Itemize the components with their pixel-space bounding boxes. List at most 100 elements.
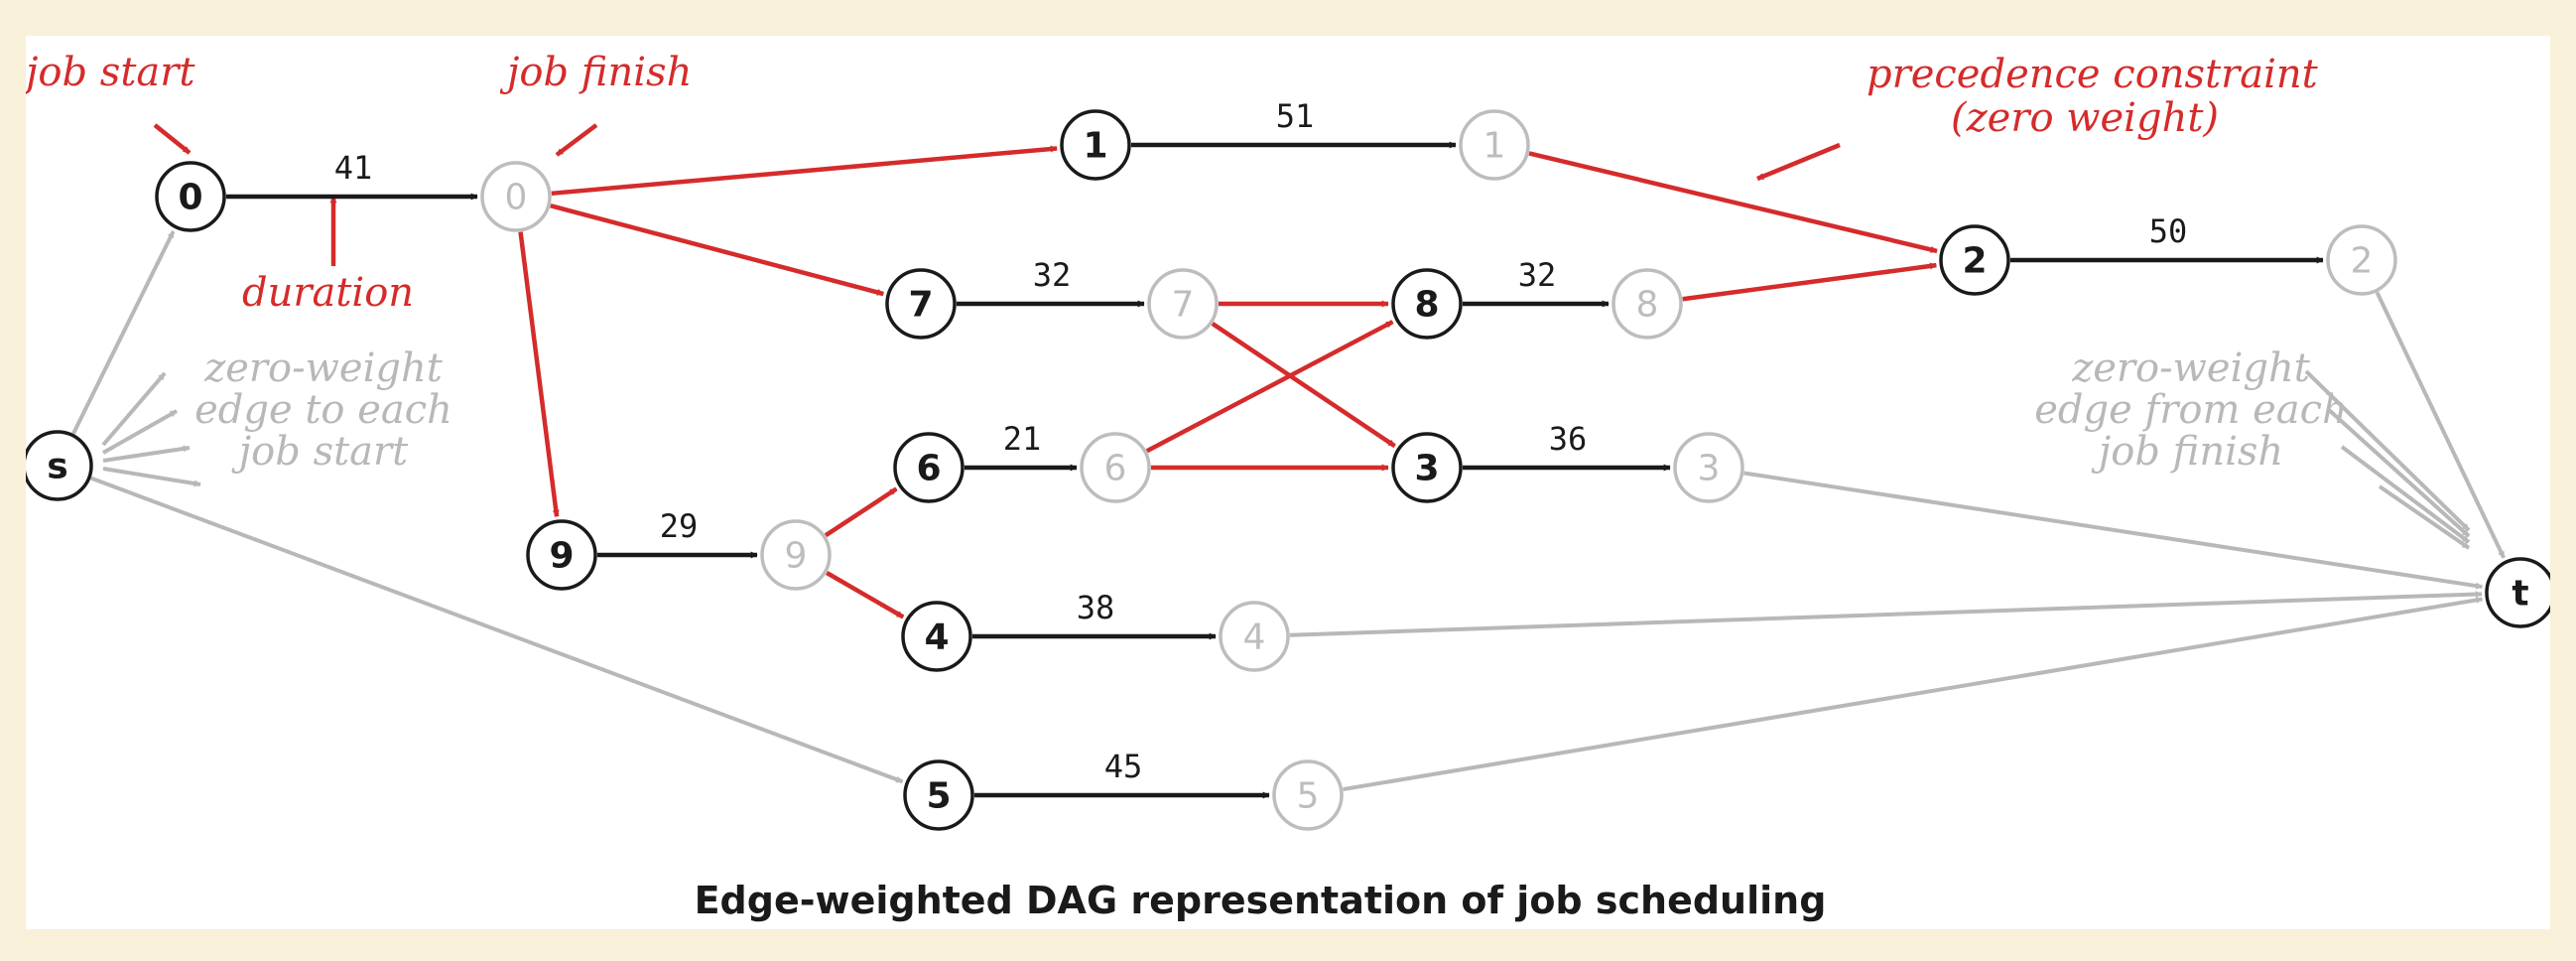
edge-weight-5s: 45 bbox=[1104, 748, 1143, 785]
precedence-edge-9f-6s bbox=[824, 486, 898, 538]
annotation-job-finish: job finish bbox=[499, 50, 692, 95]
node-circle-6f bbox=[1080, 432, 1151, 503]
node-label-0f: 0 bbox=[505, 178, 528, 218]
node-circle-0s bbox=[155, 161, 226, 232]
node-label-9s: 9 bbox=[549, 536, 574, 577]
node-label-3f: 3 bbox=[1698, 449, 1721, 489]
node-circle-3f bbox=[1673, 432, 1744, 503]
edge-weight-9s: 29 bbox=[660, 507, 699, 545]
node-circle-2s bbox=[1939, 224, 2010, 296]
annotation-zero-to-line2: edge to each bbox=[194, 387, 452, 433]
node-label-2s: 2 bbox=[1962, 241, 1987, 282]
node-5s: 5 bbox=[903, 759, 974, 831]
node-circle-t bbox=[2485, 557, 2550, 628]
node-6s: 6 bbox=[893, 432, 965, 503]
node-label-8f: 8 bbox=[1636, 285, 1659, 326]
precedence-edge-7f-3s bbox=[1211, 322, 1396, 449]
annotation-pointers bbox=[101, 123, 2471, 550]
node-label-3s: 3 bbox=[1414, 449, 1439, 489]
node-label-5f: 5 bbox=[1297, 776, 1320, 817]
edge-weight-7s: 32 bbox=[1033, 256, 1072, 294]
node-circle-7s bbox=[885, 268, 957, 340]
node-circle-8f bbox=[1611, 268, 1683, 340]
edges-layer bbox=[71, 141, 2506, 799]
node-circle-1f bbox=[1459, 109, 1530, 181]
node-4s: 4 bbox=[901, 601, 972, 672]
node-0f: 0 bbox=[480, 161, 552, 232]
node-circle-3s bbox=[1391, 432, 1463, 503]
node-t: t bbox=[2485, 557, 2550, 628]
precedence-edge-9f-4s bbox=[826, 571, 905, 619]
annotation-duration: duration bbox=[242, 270, 414, 316]
node-circle-6s bbox=[893, 432, 965, 503]
edge-weight-0s: 41 bbox=[334, 149, 373, 187]
zero-edge-3f-t bbox=[1743, 471, 2484, 590]
node-2f: 2 bbox=[2326, 224, 2397, 296]
node-circle-9s bbox=[526, 519, 597, 591]
node-4f: 4 bbox=[1219, 601, 1290, 672]
node-label-8s: 8 bbox=[1414, 285, 1439, 326]
annotation-zero-from-line2: edge from each bbox=[2034, 387, 2348, 433]
precedence-edge-0f-7s bbox=[550, 204, 884, 297]
node-circle-9f bbox=[760, 519, 832, 591]
node-circle-4f bbox=[1219, 601, 1290, 672]
precedence-edge-1f-2s bbox=[1528, 151, 1938, 254]
node-label-6s: 6 bbox=[916, 449, 941, 489]
node-circle-4s bbox=[901, 601, 972, 672]
node-label-7s: 7 bbox=[908, 285, 933, 326]
node-circle-5f bbox=[1272, 759, 1344, 831]
node-circle-s bbox=[26, 430, 93, 501]
node-5f: 5 bbox=[1272, 759, 1344, 831]
node-label-1s: 1 bbox=[1083, 126, 1107, 167]
node-label-2f: 2 bbox=[2351, 241, 2374, 282]
edge-weight-8s: 32 bbox=[1518, 256, 1557, 294]
annotation-zero-from-line3: job finish bbox=[2091, 429, 2283, 475]
zero-edge-4f-t bbox=[1289, 591, 2483, 637]
node-label-6f: 6 bbox=[1104, 449, 1127, 489]
node-9f: 9 bbox=[760, 519, 832, 591]
node-label-1f: 1 bbox=[1483, 126, 1506, 167]
node-6f: 6 bbox=[1080, 432, 1151, 503]
annotations: job start job finish duration precedence… bbox=[26, 50, 2348, 475]
node-circle-1s bbox=[1060, 109, 1131, 181]
annotation-precedence-line1: precedence constraint bbox=[1867, 52, 2319, 97]
edge-weight-3s: 36 bbox=[1549, 420, 1588, 458]
node-circle-0f bbox=[480, 161, 552, 232]
edge-weight-4s: 38 bbox=[1077, 589, 1115, 626]
node-1s: 1 bbox=[1060, 109, 1131, 181]
zero-edge-5f-t bbox=[1343, 597, 2484, 792]
node-circle-7f bbox=[1147, 268, 1219, 340]
zero-edge-2f-t bbox=[2375, 291, 2506, 559]
node-label-t: t bbox=[2512, 574, 2528, 615]
precedence-edge-0f-9s bbox=[518, 231, 560, 518]
node-label-4s: 4 bbox=[924, 618, 949, 658]
edge-weight-1s: 51 bbox=[1276, 97, 1315, 135]
node-7s: 7 bbox=[885, 268, 957, 340]
annotation-zero-to-line1: zero-weight bbox=[203, 345, 444, 391]
node-8f: 8 bbox=[1611, 268, 1683, 340]
node-circle-2f bbox=[2326, 224, 2397, 296]
zero-edge-s-5s bbox=[90, 476, 904, 784]
node-label-4f: 4 bbox=[1243, 618, 1266, 658]
node-label-7f: 7 bbox=[1172, 285, 1195, 326]
node-1f: 1 bbox=[1459, 109, 1530, 181]
node-s: s bbox=[26, 430, 93, 501]
node-3f: 3 bbox=[1673, 432, 1744, 503]
precedence-edge-6f-8s bbox=[1145, 320, 1394, 454]
nodes-layer: st0 01 12 27 7 8 86 6 3 39 94 45 5 bbox=[26, 109, 2550, 831]
zero-edge-s-0s bbox=[71, 230, 176, 435]
node-circle-5s bbox=[903, 759, 974, 831]
edge-weight-6s: 21 bbox=[1003, 420, 1042, 458]
annotation-zero-to-line3: job start bbox=[231, 429, 409, 475]
annotation-job-start: job start bbox=[26, 50, 195, 95]
edge-weight-2s: 50 bbox=[2149, 212, 2188, 250]
annotation-precedence-line2: (zero weight) bbox=[1951, 95, 2219, 141]
annotation-zero-from-line1: zero-weight bbox=[2071, 345, 2311, 391]
precedence-edge-8f-2s bbox=[1682, 262, 1938, 302]
node-3s: 3 bbox=[1391, 432, 1463, 503]
node-8s: 8 bbox=[1391, 268, 1463, 340]
node-0s: 0 bbox=[155, 161, 226, 232]
